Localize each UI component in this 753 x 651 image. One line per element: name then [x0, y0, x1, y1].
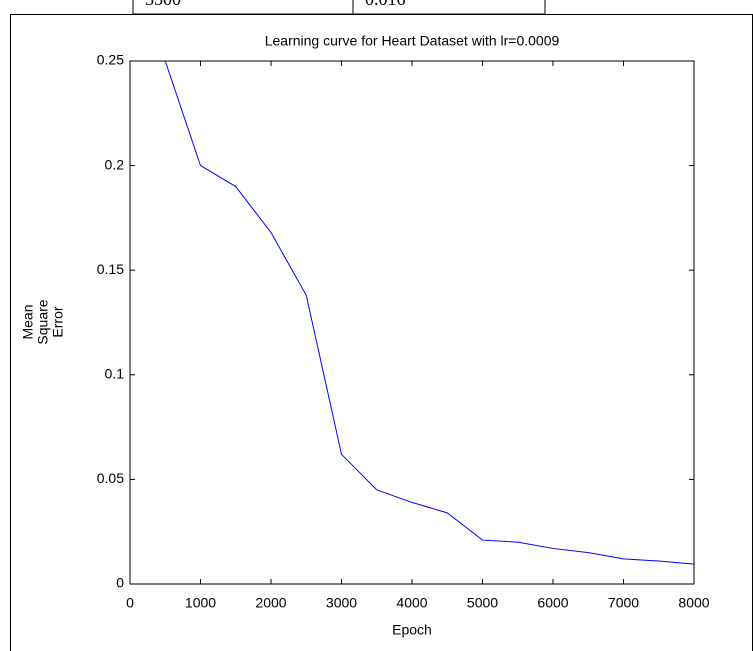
- y-axis-label: Error: [50, 306, 66, 337]
- x-axis-label: Epoch: [392, 622, 432, 638]
- y-axis-label: Square: [35, 299, 51, 344]
- x-tick-label: 1000: [185, 595, 216, 611]
- y-tick-label: 0.05: [97, 470, 124, 486]
- y-tick-label: 0.15: [97, 261, 124, 277]
- y-tick-label: 0.2: [105, 156, 125, 172]
- x-tick-label: 6000: [537, 595, 568, 611]
- x-tick-label: 8000: [678, 595, 709, 611]
- x-tick-label: 4000: [396, 595, 427, 611]
- y-tick-label: 0.25: [97, 52, 124, 68]
- table-cell: 0.016: [365, 0, 406, 9]
- x-tick-label: 3000: [326, 595, 357, 611]
- x-tick-label: 0: [126, 595, 134, 611]
- table-cell: 3500: [145, 0, 181, 9]
- data-line: [164, 61, 694, 565]
- y-tick-label: 0.1: [105, 366, 125, 382]
- y-axis-label: Mean: [20, 304, 36, 339]
- x-tick-label: 2000: [255, 595, 286, 611]
- axes-box: [129, 60, 695, 585]
- plot-area: [164, 61, 694, 565]
- chart-title: Learning curve for Heart Dataset with lr…: [265, 33, 560, 49]
- x-tick-label: 7000: [608, 595, 639, 611]
- y-tick-label: 0: [116, 575, 124, 591]
- x-tick-label: 5000: [467, 595, 498, 611]
